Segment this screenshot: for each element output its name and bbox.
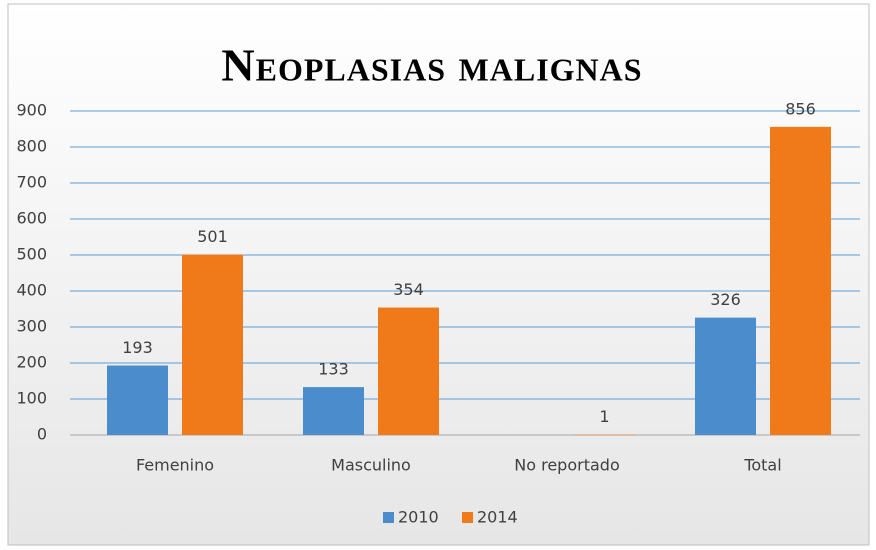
x-tick-label: Masculino bbox=[331, 456, 411, 475]
data-label: 1 bbox=[599, 407, 609, 426]
y-tick-label: 0 bbox=[37, 425, 47, 444]
bar bbox=[770, 126, 831, 435]
legend-label: 2010 bbox=[398, 508, 439, 527]
x-tick-label: Total bbox=[743, 456, 781, 475]
legend-swatch bbox=[383, 512, 394, 523]
data-label: 501 bbox=[197, 227, 228, 246]
y-tick-label: 700 bbox=[16, 173, 47, 192]
y-tick-label: 200 bbox=[16, 353, 47, 372]
bar bbox=[695, 317, 756, 435]
x-tick-label: No reportado bbox=[514, 456, 619, 475]
data-label: 326 bbox=[710, 290, 741, 309]
x-tick-label: Femenino bbox=[136, 456, 214, 475]
y-tick-label: 300 bbox=[16, 317, 47, 336]
data-label: 133 bbox=[318, 360, 349, 379]
bar bbox=[182, 254, 243, 435]
legend-swatch bbox=[462, 512, 473, 523]
chart-title: Neoplasias malignas bbox=[221, 40, 642, 91]
y-tick-label: 600 bbox=[16, 209, 47, 228]
bar bbox=[574, 434, 635, 436]
chart-frame bbox=[7, 3, 870, 546]
y-tick-label: 100 bbox=[16, 389, 47, 408]
data-label: 856 bbox=[785, 99, 816, 118]
y-tick-label: 900 bbox=[16, 101, 47, 120]
y-tick-label: 800 bbox=[16, 137, 47, 156]
legend-label: 2014 bbox=[477, 508, 518, 527]
bar bbox=[107, 365, 168, 435]
bar bbox=[378, 307, 439, 435]
bar bbox=[303, 387, 364, 435]
data-label: 354 bbox=[393, 280, 424, 299]
data-label: 193 bbox=[122, 338, 153, 357]
y-tick-label: 400 bbox=[16, 281, 47, 300]
y-tick-label: 500 bbox=[16, 245, 47, 264]
